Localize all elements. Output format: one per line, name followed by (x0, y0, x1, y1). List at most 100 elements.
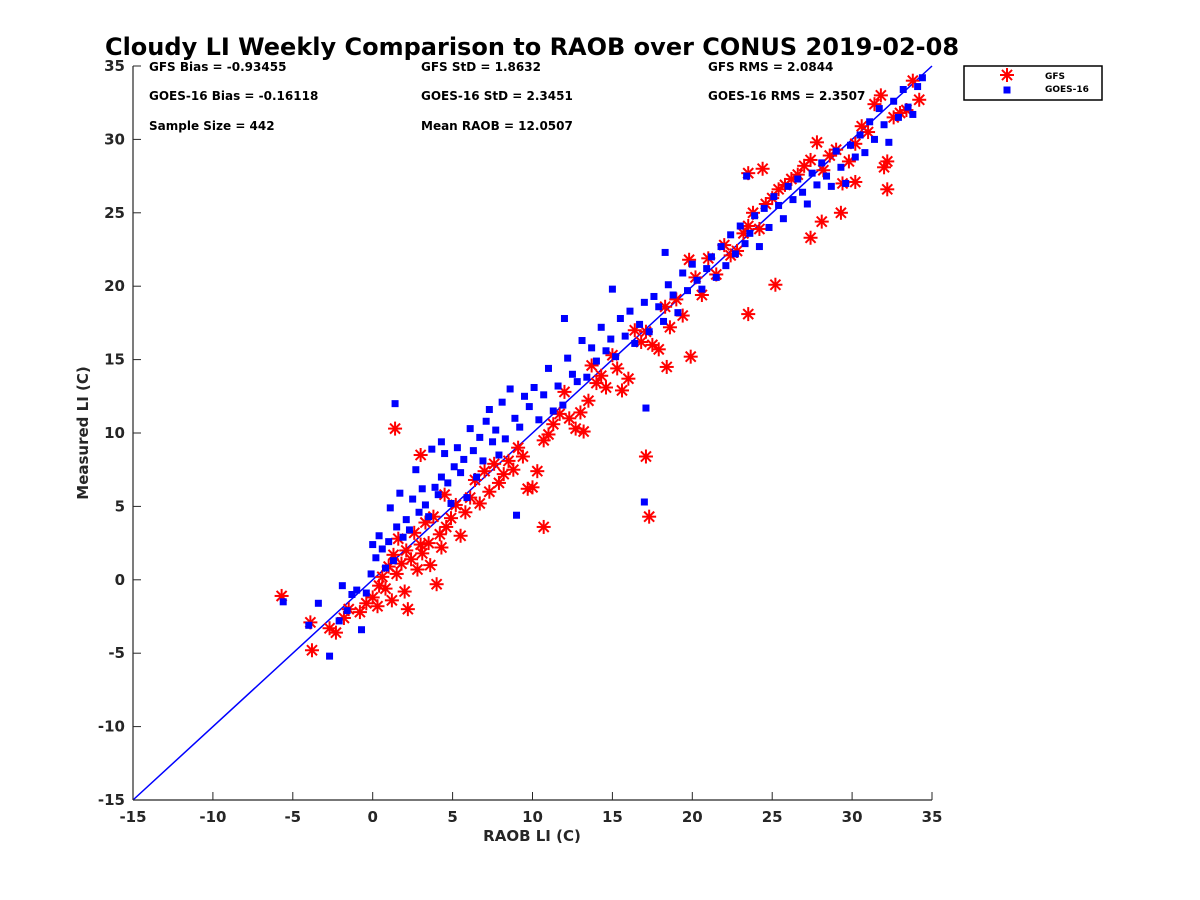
gfs-point (304, 643, 319, 658)
reference-line (132, 65, 933, 801)
gfs-point (581, 393, 596, 408)
goes16-point (684, 287, 692, 295)
gfs-point (378, 581, 393, 596)
gfs-point (397, 584, 412, 599)
goes16-point (885, 138, 893, 146)
gfs-point (458, 505, 473, 520)
goes16-point (437, 438, 445, 446)
x-tick-label: -10 (199, 808, 226, 826)
gfs-point (741, 307, 756, 322)
gfs-point (477, 464, 492, 479)
goes16-point (391, 400, 399, 408)
goes16-point (608, 285, 616, 293)
goes16-point (784, 182, 792, 190)
goes16-point (530, 383, 538, 391)
legend-goes16-marker-shape (1003, 86, 1011, 94)
gfs-series (274, 73, 927, 658)
gfs-point (614, 383, 629, 398)
goes16-point (688, 260, 696, 268)
goes16-point (425, 513, 433, 521)
stat-goes-std: GOES-16 StD = 2.3451 (421, 89, 573, 103)
goes16-point (353, 586, 361, 594)
goes16-point (516, 423, 524, 431)
y-tick-label: 15 (104, 351, 125, 369)
goes16-point (722, 262, 730, 270)
goes16-point (813, 181, 821, 189)
goes16-point (453, 444, 461, 452)
goes16-point (914, 83, 922, 91)
goes16-point (460, 455, 468, 463)
goes16-point (875, 105, 883, 113)
x-axis-label: RAOB LI (C) (483, 827, 581, 845)
legend: GFS GOES-16 (963, 65, 1103, 101)
goes16-point (421, 501, 429, 509)
goes16-point (437, 473, 445, 481)
gfs-point (683, 349, 698, 364)
goes16-point (751, 212, 759, 220)
goes16-point (799, 188, 807, 196)
goes16-point (479, 457, 487, 465)
gfs-point (370, 599, 385, 614)
stat-gfs-std: GFS StD = 1.8632 (421, 60, 541, 74)
goes16-point (457, 469, 465, 477)
gfs-point (659, 359, 674, 374)
goes16-point (559, 401, 567, 409)
goes16-point (450, 463, 458, 471)
goes16-point (396, 489, 404, 497)
gfs-point (404, 552, 419, 567)
goes16-point (513, 511, 521, 519)
goes16-point (770, 193, 778, 201)
stat-gfs-bias: GFS Bias = -0.93455 (149, 60, 286, 74)
x-tick-label: 10 (522, 808, 543, 826)
goes16-point (549, 407, 557, 415)
goes16-point (525, 403, 533, 411)
goes16-point (402, 516, 410, 524)
legend-gfs-marker-shape (1000, 68, 1014, 82)
gfs-point (410, 562, 425, 577)
gfs-point (506, 462, 521, 477)
goes16-point (894, 113, 902, 121)
gfs-point (352, 605, 367, 620)
goes16-point (755, 243, 763, 251)
x-tick-label: 30 (842, 808, 863, 826)
legend-goes16-label: GOES-16 (1045, 85, 1089, 95)
goes16-point (554, 382, 562, 390)
y-tick-label: 5 (115, 497, 125, 515)
goes16-point (348, 590, 356, 598)
goes16-point (540, 391, 548, 399)
goes16-point (741, 240, 749, 248)
x-tick-label: 20 (682, 808, 703, 826)
gfs-point (530, 464, 545, 479)
goes16-point (482, 417, 490, 425)
goes16-point (727, 231, 735, 239)
x-tick-label: 15 (602, 808, 623, 826)
goes16-point (808, 169, 816, 177)
goes16-point (842, 179, 850, 187)
y-tick-label: -15 (98, 791, 125, 809)
goes16-point (544, 364, 552, 372)
y-tick-label: -10 (98, 718, 125, 736)
gfs-point (755, 161, 770, 176)
gfs-point (413, 448, 428, 463)
goes16-point (362, 589, 370, 597)
gfs-point (328, 625, 343, 640)
goes16-point (463, 494, 471, 502)
goes16-point (343, 607, 351, 615)
goes16-point (578, 337, 586, 345)
one-to-one-line (132, 65, 933, 801)
goes16-point (305, 621, 313, 629)
y-tick-label: 35 (104, 57, 125, 75)
goes16-point (866, 118, 874, 126)
goes16-point (602, 347, 610, 355)
goes16-point (827, 182, 835, 190)
gfs-point (413, 537, 428, 552)
goes16-point (358, 626, 366, 634)
stat-sample-size: Sample Size = 442 (149, 119, 275, 133)
goes16-point (415, 508, 423, 516)
goes16-point (717, 243, 725, 251)
goes16-point (405, 526, 413, 534)
gfs-point (594, 368, 609, 383)
y-tick-label: 0 (115, 571, 125, 589)
gfs-point (848, 174, 863, 189)
goes16-point (655, 303, 663, 311)
